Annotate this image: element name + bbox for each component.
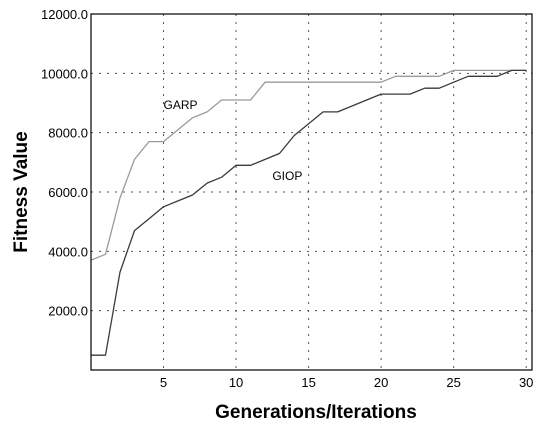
- series-label-giop: GIOP: [272, 169, 302, 183]
- series-label-garp: GARP: [164, 98, 198, 112]
- y-tick-label: 8000.0: [48, 126, 88, 141]
- x-tick-label: 10: [229, 375, 243, 390]
- x-tick-label: 20: [374, 375, 388, 390]
- plot-frame: [90, 13, 533, 371]
- series-layer: [90, 69, 527, 356]
- y-tick-label: 6000.0: [48, 185, 88, 200]
- x-tick-label: 15: [301, 375, 315, 390]
- grid-layer: [91, 13, 532, 370]
- y-tick-label: 2000.0: [48, 304, 88, 319]
- y-axis-title: Fitness Value: [11, 131, 32, 252]
- x-tick-label: 30: [519, 375, 533, 390]
- series-line-garp: [90, 69, 527, 261]
- y-tick-label: 10000.0: [41, 66, 88, 81]
- x-tick-label: 5: [160, 375, 167, 390]
- x-axis-title: Generations/Iterations: [215, 402, 417, 423]
- x-tick-label: 25: [446, 375, 460, 390]
- series-labels: GARP GIOP: [164, 98, 303, 183]
- series-line-giop: [91, 69, 527, 356]
- y-tick-label: 12000.0: [41, 7, 88, 22]
- y-tick-labels: 2000.0 4000.0 6000.0 8000.0 10000.0 12000.0: [41, 7, 88, 319]
- y-tick-label: 4000.0: [48, 244, 88, 259]
- x-tick-labels: 5 10 15 20 25 30: [160, 375, 534, 390]
